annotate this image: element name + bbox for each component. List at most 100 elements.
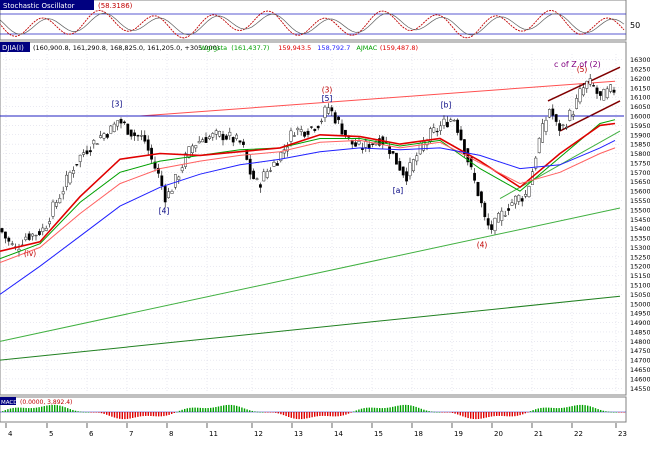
candle [548, 109, 551, 118]
macd-bar [4, 410, 6, 412]
legend-entry: AJMAC [356, 44, 377, 52]
candle [537, 138, 541, 153]
macd-bar [116, 412, 118, 419]
x-tick-label: 8 [169, 430, 173, 438]
macd-bar [319, 412, 321, 417]
macd-bar [46, 405, 48, 412]
candle [71, 170, 75, 174]
x-tick-label: 21 [534, 430, 543, 438]
macd-bar [173, 412, 175, 413]
candle [514, 195, 517, 205]
macd-bar [262, 411, 264, 413]
candle [34, 234, 38, 237]
candle [173, 174, 177, 188]
y-tick-label: 15950 [630, 122, 650, 130]
macd-bar [228, 404, 230, 412]
candle [483, 202, 487, 218]
macd-bar [399, 405, 402, 412]
macd-bar [171, 412, 173, 415]
macd-bar [314, 412, 316, 417]
macd-bar [93, 412, 95, 413]
macd-bar [477, 412, 480, 419]
macd-bar [90, 412, 92, 413]
macd-bar [355, 410, 357, 412]
macd-bar [620, 412, 623, 413]
candle [330, 107, 334, 112]
wave-label: (5) [577, 65, 588, 74]
macd-bar [623, 412, 625, 413]
macd-bar [124, 412, 126, 420]
macd-bar [204, 408, 207, 412]
macd-bar [342, 412, 344, 416]
macd-bar [137, 412, 139, 417]
macd-bar [537, 408, 539, 412]
macd-bar [301, 412, 303, 420]
macd-bar [542, 407, 545, 412]
candle [235, 134, 238, 139]
candle [156, 167, 160, 174]
macd-bar [553, 407, 555, 412]
y-tick-label: 14950 [630, 310, 650, 318]
macd-bar [363, 408, 365, 412]
x-axis: 4 5 6 7 8 11 12 13 14 15 18 19 20 21 22 23 [0, 423, 627, 446]
candle [327, 107, 330, 114]
macd-bar [340, 412, 342, 416]
macd-bar [347, 412, 350, 414]
y-tick-label: 16250 [630, 66, 650, 74]
macd-bar [334, 412, 337, 417]
macd-bar [522, 412, 524, 415]
macd-bar [67, 408, 69, 412]
macd-bar [197, 407, 199, 412]
macd-bar [243, 408, 246, 412]
y-tick-label: 15100 [630, 282, 650, 290]
macd-bar [241, 407, 243, 412]
candle [558, 123, 562, 131]
macd-bar [431, 411, 433, 413]
macd-bar [98, 412, 100, 413]
candle [241, 141, 245, 145]
macd-bar [449, 412, 451, 413]
candle [449, 119, 453, 122]
macd-bar [69, 409, 71, 412]
candle [190, 145, 194, 154]
stochastic-d-line [0, 12, 625, 36]
candle [371, 143, 374, 145]
macd-bar [217, 406, 220, 412]
candle [279, 152, 283, 162]
macd-bar [275, 412, 277, 413]
macd-bar [423, 409, 425, 412]
macd-bar [152, 412, 155, 417]
candle [337, 116, 340, 121]
macd-bar [503, 412, 506, 417]
candle [228, 131, 232, 137]
macd-bar [428, 411, 430, 412]
macd-bar [33, 407, 35, 412]
macd-bar [441, 412, 443, 413]
macd-bar [444, 412, 446, 413]
candle [112, 123, 116, 132]
macd-bar [366, 407, 368, 412]
macd-bar [579, 404, 581, 412]
macd-bar [459, 412, 461, 416]
candle [0, 228, 4, 233]
candle [51, 201, 55, 217]
candle [139, 135, 143, 137]
x-tick-label: 20 [494, 430, 503, 438]
macd-bar [176, 411, 178, 413]
candle [534, 157, 538, 169]
macd-bar [316, 412, 318, 417]
macd-value: (0.0000, 3,892.4) [20, 399, 72, 406]
y-tick-label: 14800 [630, 338, 650, 346]
x-tick-label: 22 [574, 430, 583, 438]
y-tick-label: 15350 [630, 235, 650, 243]
candle [259, 184, 262, 188]
macd-bar [186, 408, 188, 412]
macd-bar [420, 408, 422, 412]
macd-bar [470, 412, 472, 419]
trendline [0, 207, 621, 342]
macd-bar [607, 411, 610, 413]
candle [133, 132, 136, 136]
candle [524, 194, 528, 197]
y-tick-label: 14900 [630, 319, 650, 327]
